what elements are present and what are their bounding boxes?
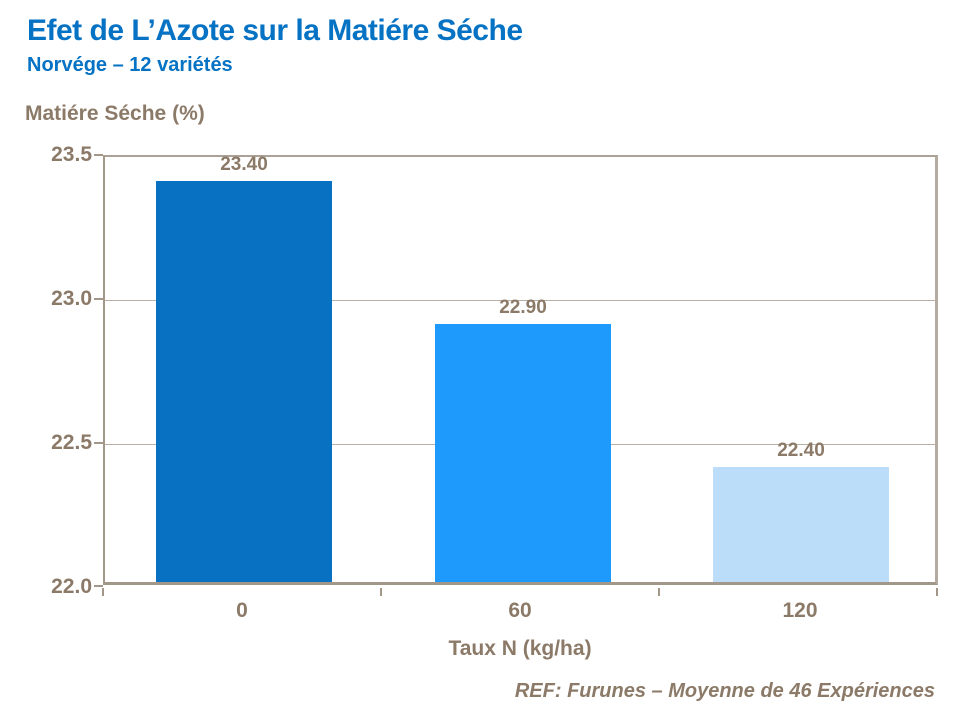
page-subtitle: Norvége – 12 variétés xyxy=(27,54,233,76)
y-tick-label: 23.5 xyxy=(51,143,92,166)
y-tick-label: 22.5 xyxy=(51,431,92,454)
y-tick-label: 23.0 xyxy=(51,287,92,310)
plot-area: 23.40 22.90 22.40 xyxy=(103,154,938,585)
x-tick-mark xyxy=(380,588,382,596)
y-tick-mark xyxy=(94,154,103,156)
y-tick-mark xyxy=(94,585,103,587)
x-axis-title: Taux N (kg/ha) xyxy=(448,637,592,660)
bar-value-label: 22.90 xyxy=(499,297,547,318)
x-category-label: 60 xyxy=(508,599,532,622)
bar-value-label: 23.40 xyxy=(220,154,268,175)
bar-taux-120 xyxy=(713,467,889,582)
bar-taux-0 xyxy=(156,181,332,582)
gridline xyxy=(105,300,935,301)
bar-taux-60 xyxy=(435,324,611,582)
x-tick-mark xyxy=(936,588,938,596)
y-tick-mark xyxy=(94,442,103,444)
x-tick-mark xyxy=(658,588,660,596)
bar-value-label: 22.40 xyxy=(777,440,825,461)
x-category-label: 0 xyxy=(236,599,248,622)
y-tick-mark xyxy=(94,298,103,300)
reference-note: REF: Furunes – Moyenne de 46 Expériences xyxy=(514,680,935,702)
x-category-label: 120 xyxy=(782,599,818,622)
y-tick-label: 22.0 xyxy=(51,575,92,598)
page-title: Efet de L’Azote sur la Matiére Séche xyxy=(27,14,523,47)
y-axis-title: Matiére Séche (%) xyxy=(25,102,205,125)
x-tick-mark xyxy=(102,588,104,596)
